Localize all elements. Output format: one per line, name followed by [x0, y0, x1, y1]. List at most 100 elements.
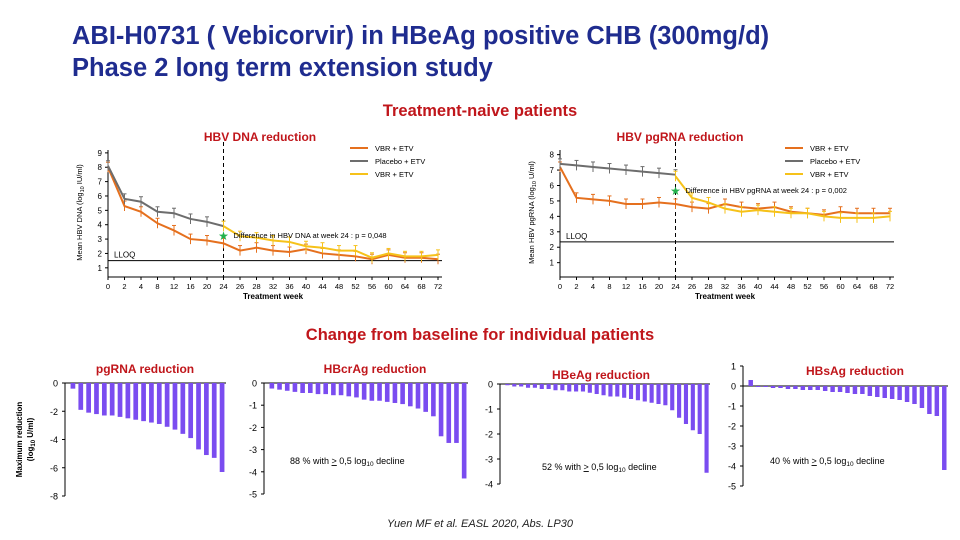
bar: [934, 386, 940, 416]
threshold-note: 88 % with > 0,5 log10 decline: [290, 456, 405, 468]
y-tick-label: 7: [98, 178, 103, 187]
bar: [369, 383, 375, 401]
bar: [86, 383, 91, 413]
x-tick-label: 40: [302, 282, 310, 291]
bar: [323, 383, 328, 395]
x-axis-title: Treatment week: [695, 292, 756, 301]
x-axis-title: Treatment week: [243, 292, 304, 301]
bar: [172, 383, 178, 430]
bar: [904, 386, 910, 402]
x-tick-label: 0: [106, 282, 110, 291]
bar: [133, 383, 139, 420]
y-tick-label: -2: [485, 430, 493, 440]
bar: [663, 384, 668, 406]
bar: [919, 386, 925, 408]
x-tick-label: 60: [384, 282, 392, 291]
y-tick-label: 0: [488, 380, 493, 390]
bar: [785, 386, 791, 389]
hbeag-reduction-bar-chart: 0 -1 -2 -3 -4 52 % with > 0,5 log10 decline: [485, 380, 710, 490]
x-tick-label: 48: [335, 282, 343, 291]
x-tick-label: 36: [285, 282, 293, 291]
y-tick-label: 8: [98, 163, 103, 172]
bar: [188, 383, 194, 439]
bar: [897, 386, 902, 400]
bar: [574, 384, 579, 392]
bar: [400, 383, 405, 405]
bar: [315, 383, 321, 395]
bar: [101, 383, 107, 416]
bar: [269, 383, 275, 389]
significance-star-icon: ★: [218, 229, 229, 243]
y-axis-title: Mean HBV pgRNA (log10 U/ml): [527, 161, 538, 264]
legend-label: VBR + ETV: [810, 144, 849, 153]
bar: [822, 386, 828, 391]
bar: [384, 383, 390, 402]
citation: Yuen MF et al. EASL 2020, Abs. LP30: [387, 518, 573, 530]
bar: [690, 384, 695, 431]
bar: [852, 386, 858, 394]
bar: [704, 384, 709, 473]
x-tick-label: 2: [122, 282, 126, 291]
y-tick-label: -4: [485, 480, 493, 490]
bar: [125, 383, 131, 419]
bar: [408, 383, 413, 407]
x-tick-label: 24: [219, 282, 227, 291]
bar: [608, 384, 613, 397]
y-tick-label: -4: [50, 435, 58, 445]
bar: [815, 386, 820, 390]
y-tick-label: 2: [98, 249, 103, 258]
y-tick-label: -1: [728, 402, 736, 412]
bar: [78, 383, 84, 410]
bar: [860, 386, 865, 394]
y-tick-label: -1: [249, 401, 257, 411]
y-tick-label: 6: [98, 192, 103, 201]
lloq-label: LLOQ: [566, 232, 587, 241]
threshold-note: 52 % with > 0,5 log10 decline: [542, 462, 657, 474]
bar: [580, 384, 586, 392]
bar: [845, 386, 850, 393]
slide-title: ABI-H0731 ( Vebicorvir) in HBeAg positiv…: [72, 20, 769, 84]
bar: [867, 386, 873, 396]
y-tick-label: 6: [550, 181, 555, 190]
bar: [942, 386, 947, 470]
legend-label: Placebo + ETV: [810, 157, 860, 166]
bar: [377, 383, 382, 401]
pgrna-reduction-bar-chart: 0 -2 -4 -6 -8 Maximum reduction (log10 U/ml): [15, 379, 226, 502]
bar: [539, 384, 544, 389]
series-line-2: [674, 175, 891, 219]
bar: [912, 386, 917, 404]
significance-annotation: Difference in HBV DNA at week 24 : p = 0…: [234, 231, 387, 240]
x-tick-label: 44: [770, 282, 778, 291]
section-heading-individual-change: Change from baseline for individual pati…: [305, 326, 655, 344]
bar: [546, 384, 551, 389]
y-tick-label: -5: [728, 482, 736, 492]
y-tick-label: 5: [550, 197, 555, 206]
chart-title-hbv-dna: HBV DNA reduction: [203, 130, 317, 144]
y-tick-label: -3: [249, 445, 257, 455]
y-tick-label: 3: [550, 228, 555, 237]
y-tick-label: 0: [731, 382, 736, 392]
slide-title-line-2: Phase 2 long term extension study: [72, 54, 493, 82]
bar: [615, 384, 620, 397]
x-tick-label: 16: [186, 282, 194, 291]
x-tick-label: 28: [704, 282, 712, 291]
y-tick-label: 7: [550, 166, 555, 175]
y-tick-label: -5: [249, 490, 257, 500]
x-tick-label: 52: [351, 282, 359, 291]
y-tick-label: -3: [728, 442, 736, 452]
y-tick-label: -6: [50, 463, 58, 473]
x-tick-label: 8: [155, 282, 159, 291]
bar: [587, 384, 592, 393]
x-tick-label: 4: [139, 282, 143, 291]
chart-title-hbcrag-bars: HBcrAg reduction: [323, 362, 427, 376]
bar: [830, 386, 835, 392]
y-tick-label: 3: [98, 235, 103, 244]
bar: [594, 384, 599, 394]
bar: [196, 383, 201, 450]
bar: [415, 383, 421, 409]
y-tick-label: 1: [550, 259, 555, 268]
x-tick-label: 64: [853, 282, 861, 291]
bar: [882, 386, 887, 398]
legend-label: Placebo + ETV: [375, 157, 425, 166]
